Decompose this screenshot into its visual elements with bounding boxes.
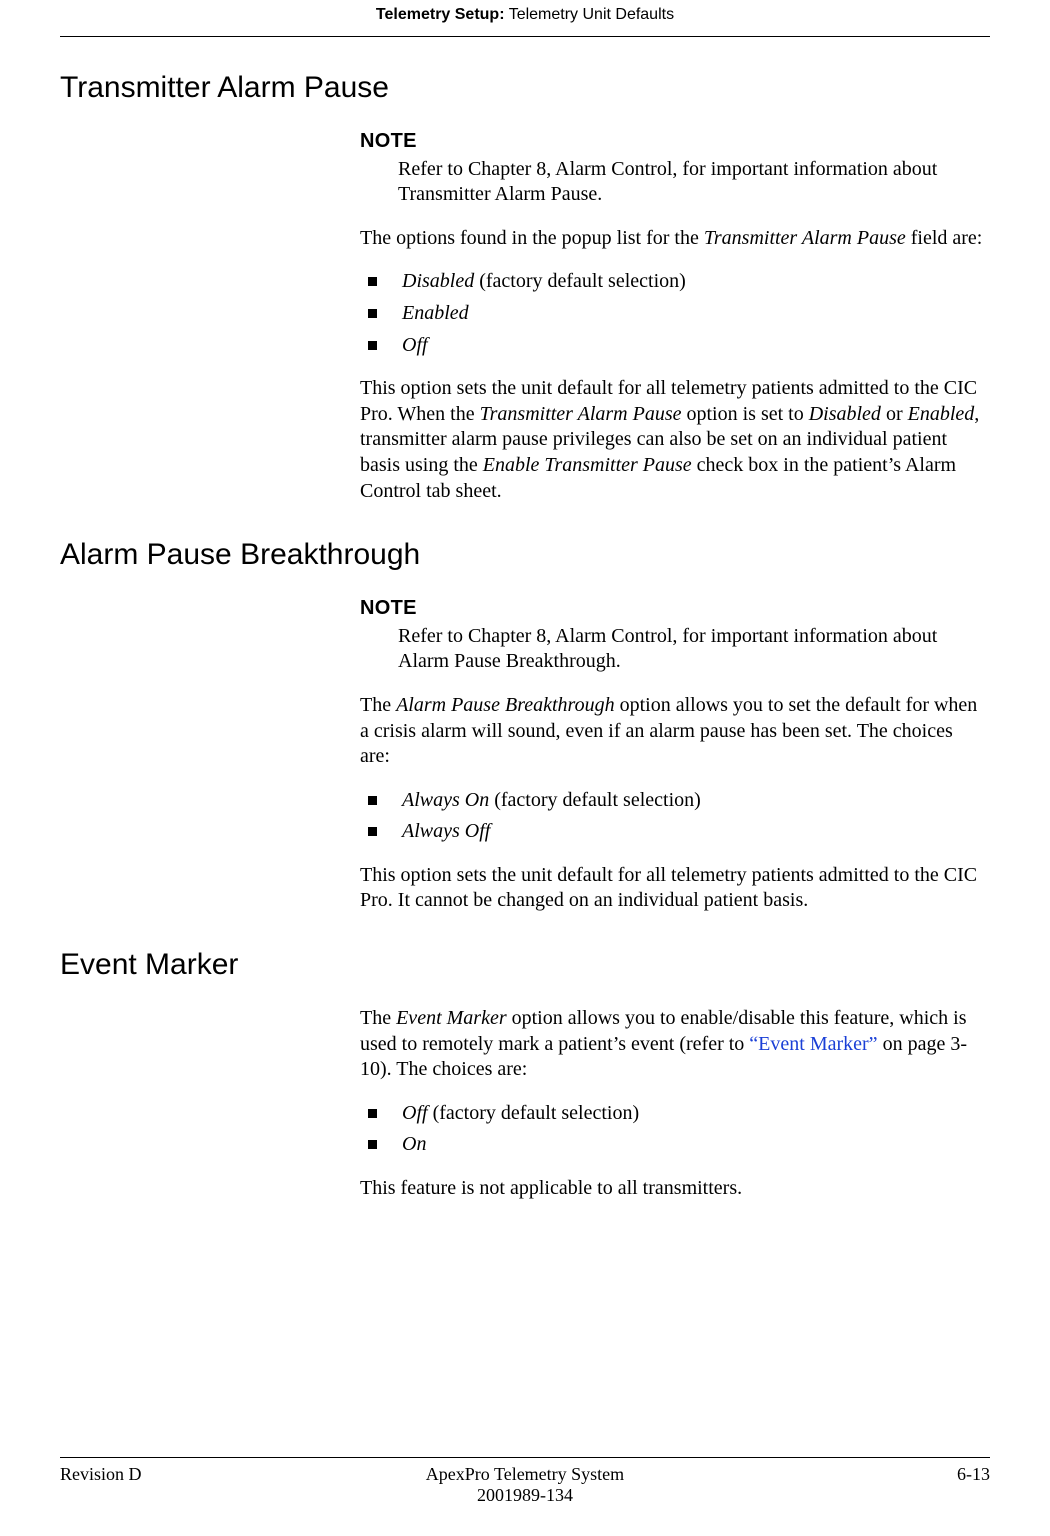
- option-italic: Disabled: [402, 270, 474, 292]
- text: The: [360, 1007, 396, 1029]
- page: Telemetry Setup: Telemetry Unit Defaults…: [0, 0, 1050, 1536]
- footer-center: ApexPro Telemetry System 2001989-134: [220, 1464, 830, 1506]
- em-option-list: Off (factory default selection) On: [360, 1101, 985, 1158]
- heading-alarm-pause-breakthrough: Alarm Pause Breakthrough: [60, 538, 990, 572]
- body-apb: NOTE Refer to Chapter 8, Alarm Control, …: [360, 596, 985, 914]
- list-item: Off (factory default selection): [360, 1101, 985, 1127]
- list-item: Always Off: [360, 819, 985, 845]
- apb-description: This option sets the unit default for al…: [360, 863, 985, 914]
- tap-description: This option sets the unit default for al…: [360, 376, 985, 504]
- text: The: [360, 694, 396, 716]
- footer-row: Revision D ApexPro Telemetry System 2001…: [60, 1464, 990, 1506]
- option-italic: Always On: [402, 789, 489, 811]
- footer-revision: Revision D: [60, 1464, 220, 1485]
- note-label: NOTE: [360, 596, 985, 622]
- text-italic: Alarm Pause Breakthrough: [396, 694, 615, 716]
- top-rule: [60, 36, 990, 37]
- running-head: Telemetry Setup: Telemetry Unit Defaults: [60, 0, 990, 28]
- tap-intro: The options found in the popup list for …: [360, 226, 985, 252]
- option-italic: Enabled: [402, 302, 469, 324]
- option-suffix: (factory default selection): [428, 1102, 640, 1124]
- heading-transmitter-alarm-pause: Transmitter Alarm Pause: [60, 71, 990, 105]
- list-item: On: [360, 1132, 985, 1158]
- apb-option-list: Always On (factory default selection) Al…: [360, 788, 985, 845]
- list-item: Always On (factory default selection): [360, 788, 985, 814]
- text: The options found in the popup list for …: [360, 227, 704, 249]
- text: or: [881, 403, 908, 425]
- option-italic: Off: [402, 334, 428, 356]
- em-intro: The Event Marker option allows you to en…: [360, 1006, 985, 1083]
- cross-reference-link[interactable]: “Event Marker”: [749, 1033, 877, 1055]
- page-footer: Revision D ApexPro Telemetry System 2001…: [60, 1457, 990, 1506]
- list-item: Disabled (factory default selection): [360, 269, 985, 295]
- footer-rule: [60, 1457, 990, 1458]
- option-italic: Off: [402, 1102, 428, 1124]
- text-italic: Event Marker: [396, 1007, 507, 1029]
- text: option is set to: [681, 403, 808, 425]
- tap-option-list: Disabled (factory default selection) Ena…: [360, 269, 985, 358]
- text-italic: Transmitter Alarm Pause: [704, 227, 906, 249]
- list-item: Enabled: [360, 301, 985, 327]
- apb-intro: The Alarm Pause Breakthrough option allo…: [360, 693, 985, 770]
- footer-page-number: 6-13: [830, 1464, 990, 1485]
- text-italic: Enabled: [908, 403, 975, 425]
- option-italic: Always Off: [402, 820, 490, 842]
- running-head-chapter: Telemetry Setup:: [376, 6, 505, 23]
- body-em: The Event Marker option allows you to en…: [360, 1006, 985, 1202]
- note-label: NOTE: [360, 129, 985, 155]
- body-tap: NOTE Refer to Chapter 8, Alarm Control, …: [360, 129, 985, 504]
- text-italic: Enable Transmitter Pause: [483, 454, 692, 476]
- footer-title: ApexPro Telemetry System: [220, 1464, 830, 1485]
- option-suffix: (factory default selection): [474, 270, 686, 292]
- footer-docnum: 2001989-134: [220, 1485, 830, 1506]
- note-body: Refer to Chapter 8, Alarm Control, for i…: [360, 157, 985, 208]
- option-suffix: (factory default selection): [489, 789, 701, 811]
- heading-event-marker: Event Marker: [60, 948, 990, 982]
- text-italic: Disabled: [809, 403, 881, 425]
- list-item: Off: [360, 333, 985, 359]
- text-italic: Transmitter Alarm Pause: [480, 403, 682, 425]
- option-italic: On: [402, 1133, 426, 1155]
- text: field are:: [906, 227, 983, 249]
- running-head-section: Telemetry Unit Defaults: [505, 6, 675, 23]
- note-body: Refer to Chapter 8, Alarm Control, for i…: [360, 624, 985, 675]
- em-description: This feature is not applicable to all tr…: [360, 1176, 985, 1202]
